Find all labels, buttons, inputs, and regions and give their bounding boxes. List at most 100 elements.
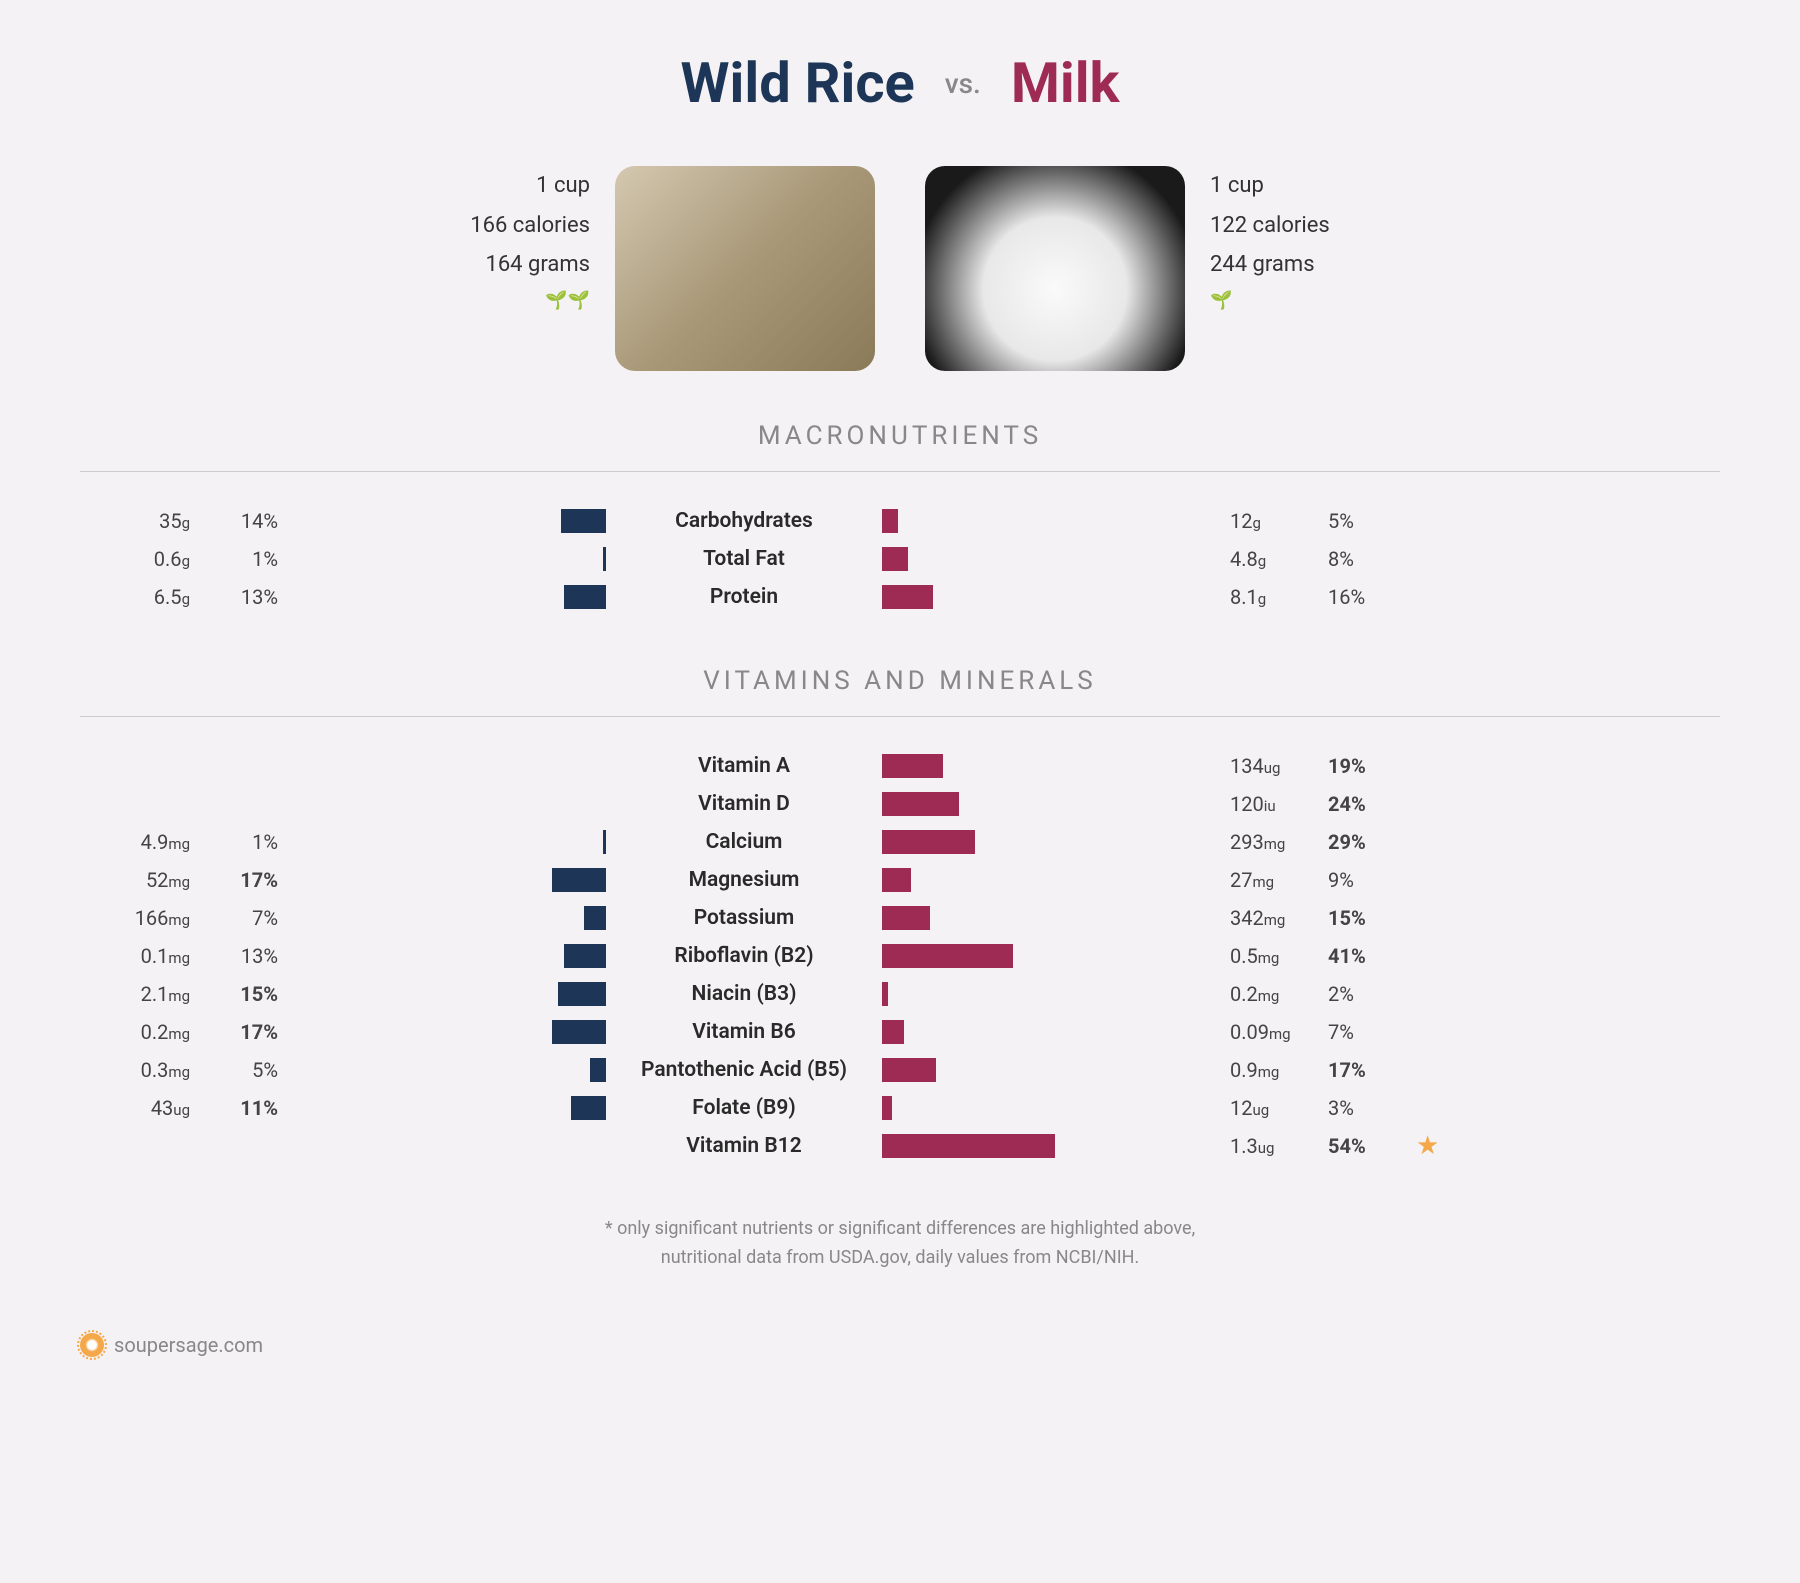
right-value: 8.1g	[1210, 585, 1320, 609]
bar-right	[882, 830, 975, 854]
footnote-line-2: nutritional data from USDA.gov, daily va…	[80, 1244, 1720, 1273]
nutrient-row: 0.6g1%Total Fat4.8g8%	[80, 540, 1720, 578]
left-value: 6.5g	[80, 585, 190, 609]
left-value: 166mg	[80, 906, 190, 930]
nutrient-row: Vitamin A134ug19%	[80, 747, 1720, 785]
nutrient-label: Protein	[614, 585, 874, 609]
bar-area-left	[286, 747, 606, 785]
right-percent: 5%	[1328, 509, 1408, 533]
bar-right	[882, 906, 930, 930]
food-title-right: Milk	[1011, 50, 1120, 116]
food-left-stats: 1 cup 166 calories 164 grams 🌱🌱	[470, 166, 590, 317]
bar-right	[882, 982, 888, 1006]
section-title-vitamins: VITAMINS AND MINERALS	[80, 666, 1720, 696]
sprout-icon: 🌱	[1210, 285, 1330, 317]
bar-area-left	[286, 540, 606, 578]
right-value: 1.3ug	[1210, 1134, 1320, 1158]
bar-right	[882, 944, 1013, 968]
right-value: 293mg	[1210, 830, 1320, 854]
nutrient-label: Vitamin B12	[614, 1134, 874, 1158]
right-value: 342mg	[1210, 906, 1320, 930]
left-calories: 166 calories	[470, 206, 590, 246]
food-image-left	[615, 166, 875, 371]
right-percent: 3%	[1328, 1096, 1408, 1120]
right-value: 134ug	[1210, 754, 1320, 778]
right-percent: 41%	[1328, 944, 1408, 968]
sprout-icon: 🌱🌱	[470, 285, 590, 317]
right-percent: 54%	[1328, 1134, 1408, 1158]
bar-left	[558, 982, 606, 1006]
nutrient-row: 0.2mg17%Vitamin B60.09mg7%	[80, 1013, 1720, 1051]
bar-area-left	[286, 1013, 606, 1051]
comparison-header: Wild Rice vs. Milk	[80, 50, 1720, 116]
right-serving: 1 cup	[1210, 166, 1330, 206]
right-value: 4.8g	[1210, 547, 1320, 571]
food-right-stats: 1 cup 122 calories 244 grams 🌱	[1210, 166, 1330, 317]
left-percent: 11%	[198, 1096, 278, 1120]
food-image-right	[925, 166, 1185, 371]
right-value: 12ug	[1210, 1096, 1320, 1120]
bar-area-right	[882, 937, 1202, 975]
site-name: soupersage.com	[114, 1333, 263, 1357]
bar-area-left	[286, 1089, 606, 1127]
bar-area-left	[286, 502, 606, 540]
nutrient-row: 43ug11%Folate (B9)12ug3%	[80, 1089, 1720, 1127]
nutrient-label: Riboflavin (B2)	[614, 944, 874, 968]
bar-left	[603, 547, 606, 571]
nutrient-row: 166mg7%Potassium342mg15%	[80, 899, 1720, 937]
bar-area-right	[882, 861, 1202, 899]
right-percent: 7%	[1328, 1020, 1408, 1044]
footnote: * only significant nutrients or signific…	[80, 1215, 1720, 1273]
nutrient-label: Total Fat	[614, 547, 874, 571]
nutrient-label: Vitamin D	[614, 792, 874, 816]
right-percent: 24%	[1328, 792, 1408, 816]
footer: soupersage.com	[80, 1333, 1720, 1357]
bar-area-right	[882, 1089, 1202, 1127]
right-value: 0.09mg	[1210, 1020, 1320, 1044]
bar-left	[590, 1058, 606, 1082]
right-grams: 244 grams	[1210, 245, 1330, 285]
right-percent: 19%	[1328, 754, 1408, 778]
bar-right	[882, 547, 908, 571]
bar-right	[882, 754, 943, 778]
bar-area-right	[882, 540, 1202, 578]
nutrient-row: 35g14%Carbohydrates12g5%	[80, 502, 1720, 540]
right-value: 0.2mg	[1210, 982, 1320, 1006]
nutrient-label: Folate (B9)	[614, 1096, 874, 1120]
nutrient-label: Pantothenic Acid (B5)	[614, 1058, 874, 1082]
bar-area-left	[286, 578, 606, 616]
bar-area-right	[882, 747, 1202, 785]
bar-left	[552, 868, 606, 892]
bar-area-right	[882, 785, 1202, 823]
bar-left	[564, 585, 606, 609]
left-percent: 1%	[198, 830, 278, 854]
left-percent: 17%	[198, 868, 278, 892]
right-calories: 122 calories	[1210, 206, 1330, 246]
bar-area-left	[286, 1051, 606, 1089]
nutrient-label: Potassium	[614, 906, 874, 930]
bar-right	[882, 1020, 904, 1044]
right-percent: 16%	[1328, 585, 1408, 609]
right-percent: 29%	[1328, 830, 1408, 854]
nutrient-row: 52mg17%Magnesium27mg9%	[80, 861, 1720, 899]
bar-right	[882, 509, 898, 533]
bar-right	[882, 868, 911, 892]
food-stats-row: 1 cup 166 calories 164 grams 🌱🌱 1 cup 12…	[80, 166, 1720, 371]
nutrient-label: Niacin (B3)	[614, 982, 874, 1006]
bar-area-left	[286, 937, 606, 975]
divider	[80, 716, 1720, 717]
left-grams: 164 grams	[470, 245, 590, 285]
left-percent: 5%	[198, 1058, 278, 1082]
macros-chart: 35g14%Carbohydrates12g5%0.6g1%Total Fat4…	[80, 502, 1720, 616]
bar-left	[552, 1020, 606, 1044]
left-percent: 13%	[198, 944, 278, 968]
bar-area-left	[286, 861, 606, 899]
bar-area-left	[286, 785, 606, 823]
nutrient-label: Calcium	[614, 830, 874, 854]
nutrient-row: 4.9mg1%Calcium293mg29%	[80, 823, 1720, 861]
left-value: 0.2mg	[80, 1020, 190, 1044]
food-left-side: 1 cup 166 calories 164 grams 🌱🌱	[470, 166, 875, 371]
left-serving: 1 cup	[470, 166, 590, 206]
bar-area-right	[882, 1051, 1202, 1089]
left-percent: 1%	[198, 547, 278, 571]
